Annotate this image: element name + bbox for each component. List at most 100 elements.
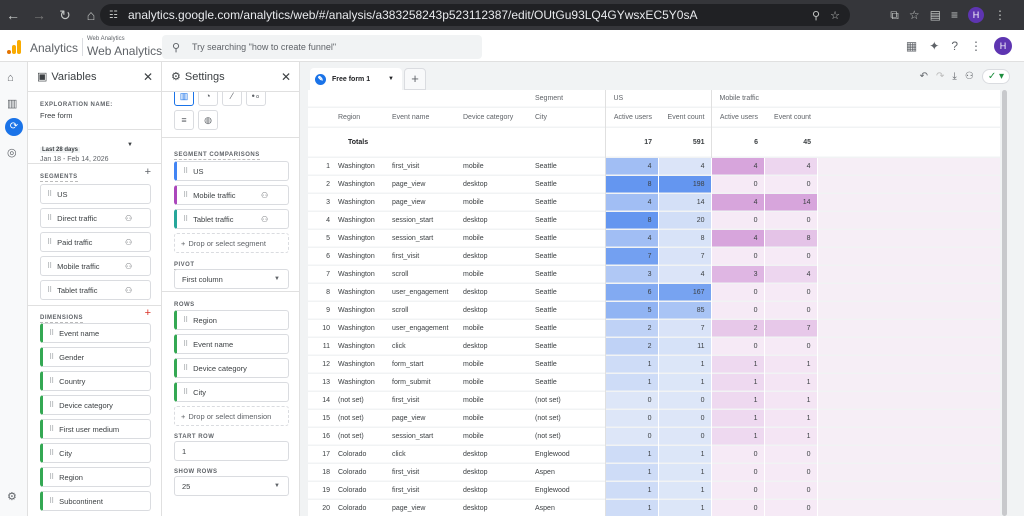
home-icon[interactable]: ⌂ bbox=[86, 7, 96, 23]
table-row[interactable]: 5 Washington session_start mobile Seattle 4 8 4… bbox=[308, 230, 1000, 248]
reload-icon[interactable]: ↻ bbox=[59, 6, 71, 23]
search-input[interactable]: ⚲ Try searching "how to create funnel" bbox=[162, 35, 482, 59]
table-row[interactable]: 7 Washington scroll mobile Seattle 3 4 3 4 bbox=[308, 266, 1000, 284]
drag-handle-icon[interactable]: ⠿ bbox=[49, 354, 55, 361]
browser-profile-avatar[interactable]: H bbox=[968, 7, 984, 23]
extensions-icon[interactable]: ⧉ bbox=[890, 7, 899, 22]
add-tab-button[interactable]: + bbox=[404, 68, 426, 90]
bookmarks-icon[interactable]: ☆ bbox=[908, 8, 920, 22]
help-icon[interactable]: ? bbox=[951, 39, 958, 53]
pivot-select[interactable]: First column ▼ bbox=[174, 269, 289, 289]
property-selector[interactable]: Web Analytics bbox=[87, 44, 163, 58]
home-nav-icon[interactable]: ⌂ bbox=[7, 72, 14, 84]
table-row[interactable]: 6 Washington first_visit desktop Seattle 7 7 0 0 bbox=[308, 248, 1000, 266]
more-icon[interactable]: ⋮ bbox=[970, 39, 982, 53]
table-row[interactable]: 2 Washington page_view desktop Seattle 8 198 0 0 bbox=[308, 176, 1000, 194]
table-row[interactable]: 15 (not set) page_view mobile (not set) 0 0 1 1 bbox=[308, 410, 1000, 428]
drag-handle-icon[interactable]: ⠿ bbox=[183, 341, 189, 348]
zoom-icon[interactable]: ⚲ bbox=[811, 9, 820, 22]
table-row[interactable]: 18 Colorado first_visit desktop Aspen 1 1 0 0 bbox=[308, 464, 1000, 482]
explore-nav-icon[interactable]: ⟳ bbox=[5, 118, 23, 136]
drag-handle-icon[interactable]: ⠿ bbox=[49, 330, 55, 337]
row-dimension-item[interactable]: ⠿ City bbox=[174, 382, 289, 402]
row-dimension-item[interactable]: ⠿ Device category bbox=[174, 358, 289, 378]
drop-dimension-target[interactable]: + Drop or select dimension bbox=[174, 406, 289, 426]
tab-free-form-1[interactable]: ✎ Free form 1 ▼ bbox=[310, 68, 402, 90]
dimension-item[interactable]: ⠿ Device category bbox=[40, 395, 151, 415]
donut-viz-icon[interactable]: ◔ bbox=[198, 92, 218, 106]
line-viz-icon[interactable]: ⁄ bbox=[222, 92, 242, 106]
drag-handle-icon[interactable]: ⠿ bbox=[47, 263, 53, 270]
table-row[interactable]: 20 Colorado page_view desktop Aspen 1 1 0 0 bbox=[308, 500, 1000, 516]
show-rows-select[interactable]: 25 ▼ bbox=[174, 476, 289, 496]
bar-viz-icon[interactable]: ≡ bbox=[174, 110, 194, 130]
column-header-active-users[interactable]: Active users bbox=[604, 108, 658, 128]
table-row[interactable]: 9 Washington scroll desktop Seattle 5 85 0 0 bbox=[308, 302, 1000, 320]
column-header-event-count[interactable]: Event count bbox=[764, 108, 817, 128]
drag-handle-icon[interactable]: ⠿ bbox=[49, 498, 55, 505]
drag-handle-icon[interactable]: ⠿ bbox=[47, 287, 53, 294]
drag-handle-icon[interactable]: ⠿ bbox=[49, 426, 55, 433]
download-icon[interactable]: ⤓ bbox=[952, 71, 957, 82]
dimension-item[interactable]: ⠿ First user medium bbox=[40, 419, 151, 439]
table-row[interactable]: 4 Washington session_start desktop Seattle 8 2… bbox=[308, 212, 1000, 230]
table-row[interactable]: 14 (not set) first_visit mobile (not set) 0 0 1… bbox=[308, 392, 1000, 410]
scatter-viz-icon[interactable]: •∘ bbox=[246, 92, 266, 106]
segment-item[interactable]: ⠿ US bbox=[40, 184, 151, 204]
drag-handle-icon[interactable]: ⠿ bbox=[183, 168, 189, 175]
segment-item[interactable]: ⠿ Mobile traffic ⚇ bbox=[40, 256, 151, 276]
add-segment-icon[interactable]: + bbox=[144, 166, 151, 178]
column-header-active-users[interactable]: Active users bbox=[710, 108, 764, 128]
add-dimension-icon[interactable]: + bbox=[144, 307, 151, 319]
apps-grid-icon[interactable]: ▦ bbox=[905, 39, 918, 53]
admin-gear-icon[interactable]: ⚙ bbox=[7, 491, 17, 503]
table-scrollbar[interactable] bbox=[1001, 90, 1009, 516]
dimension-item[interactable]: ⠿ Subcontinent bbox=[40, 491, 151, 511]
bookmark-star-icon[interactable]: ☆ bbox=[830, 9, 840, 22]
geo-map-viz-icon[interactable]: ◍ bbox=[198, 110, 218, 130]
drag-handle-icon[interactable]: ⠿ bbox=[47, 239, 53, 246]
drag-handle-icon[interactable]: ⠿ bbox=[49, 402, 55, 409]
drag-handle-icon[interactable]: ⠿ bbox=[47, 191, 53, 198]
undo-icon[interactable]: ↶ bbox=[919, 71, 929, 82]
row-dimension-item[interactable]: ⠿ Event name bbox=[174, 334, 289, 354]
site-info-icon[interactable]: ☷ bbox=[109, 9, 118, 21]
dimension-item[interactable]: ⠿ Region bbox=[40, 467, 151, 487]
drag-handle-icon[interactable]: ⠿ bbox=[183, 317, 189, 324]
drag-handle-icon[interactable]: ⠿ bbox=[49, 378, 55, 385]
start-row-input[interactable]: 1 bbox=[174, 441, 289, 461]
table-row[interactable]: 10 Washington user_engagement mobile Seattle… bbox=[308, 320, 1000, 338]
back-icon[interactable]: ← bbox=[6, 7, 20, 23]
redo-icon[interactable]: ↷ bbox=[936, 71, 945, 82]
dimension-item[interactable]: ⠿ Event name bbox=[40, 323, 151, 343]
table-row[interactable]: 1 Washington first_visit mobile Seattle 4 4 4 4 bbox=[308, 158, 1000, 176]
drag-handle-icon[interactable]: ⠿ bbox=[183, 389, 189, 396]
segment-item[interactable]: ⠿ Tablet traffic ⚇ bbox=[40, 280, 151, 300]
reports-nav-icon[interactable]: ▥ bbox=[7, 98, 18, 110]
column-header-city[interactable]: City bbox=[535, 108, 605, 128]
menu-icon[interactable]: ⋮ bbox=[994, 8, 1006, 22]
segment-item[interactable]: ⠿ Paid traffic ⚇ bbox=[40, 232, 151, 252]
dimension-item[interactable]: ⠿ Country bbox=[40, 371, 151, 391]
dimension-item[interactable]: ⠿ City bbox=[40, 443, 151, 463]
drag-handle-icon[interactable]: ⠿ bbox=[49, 474, 55, 481]
column-header-event-count[interactable]: Event count bbox=[658, 108, 711, 128]
forward-icon[interactable]: → bbox=[32, 7, 46, 23]
close-settings-icon[interactable]: ✕ bbox=[280, 69, 291, 84]
close-variables-icon[interactable]: ✕ bbox=[142, 69, 153, 84]
chevron-down-icon[interactable]: ▼ bbox=[388, 76, 394, 82]
column-header-event-name[interactable]: Event name bbox=[392, 108, 463, 128]
segment-comparison-item[interactable]: ⠿ US bbox=[174, 161, 289, 181]
drag-handle-icon[interactable]: ⠿ bbox=[183, 216, 189, 223]
drop-segment-target[interactable]: + Drop or select segment bbox=[174, 233, 289, 253]
table-row[interactable]: 16 (not set) session_start mobile (not set) 0… bbox=[308, 428, 1000, 446]
exploration-name-input[interactable]: Free form bbox=[40, 111, 73, 120]
segment-comparison-item[interactable]: ⠿ Mobile traffic ⚇ bbox=[174, 185, 289, 205]
drag-handle-icon[interactable]: ⠿ bbox=[49, 450, 55, 457]
table-viz-icon[interactable]: ▥ bbox=[174, 92, 194, 106]
column-header-device-category[interactable]: Device category bbox=[463, 108, 535, 128]
table-row[interactable]: 19 Colorado first_visit desktop Englewood 1 1 0… bbox=[308, 482, 1000, 500]
table-row[interactable]: 3 Washington page_view mobile Seattle 4 14 4 14 bbox=[308, 194, 1000, 212]
account-avatar[interactable]: H bbox=[994, 37, 1012, 55]
column-header-region[interactable]: Region bbox=[338, 108, 392, 128]
